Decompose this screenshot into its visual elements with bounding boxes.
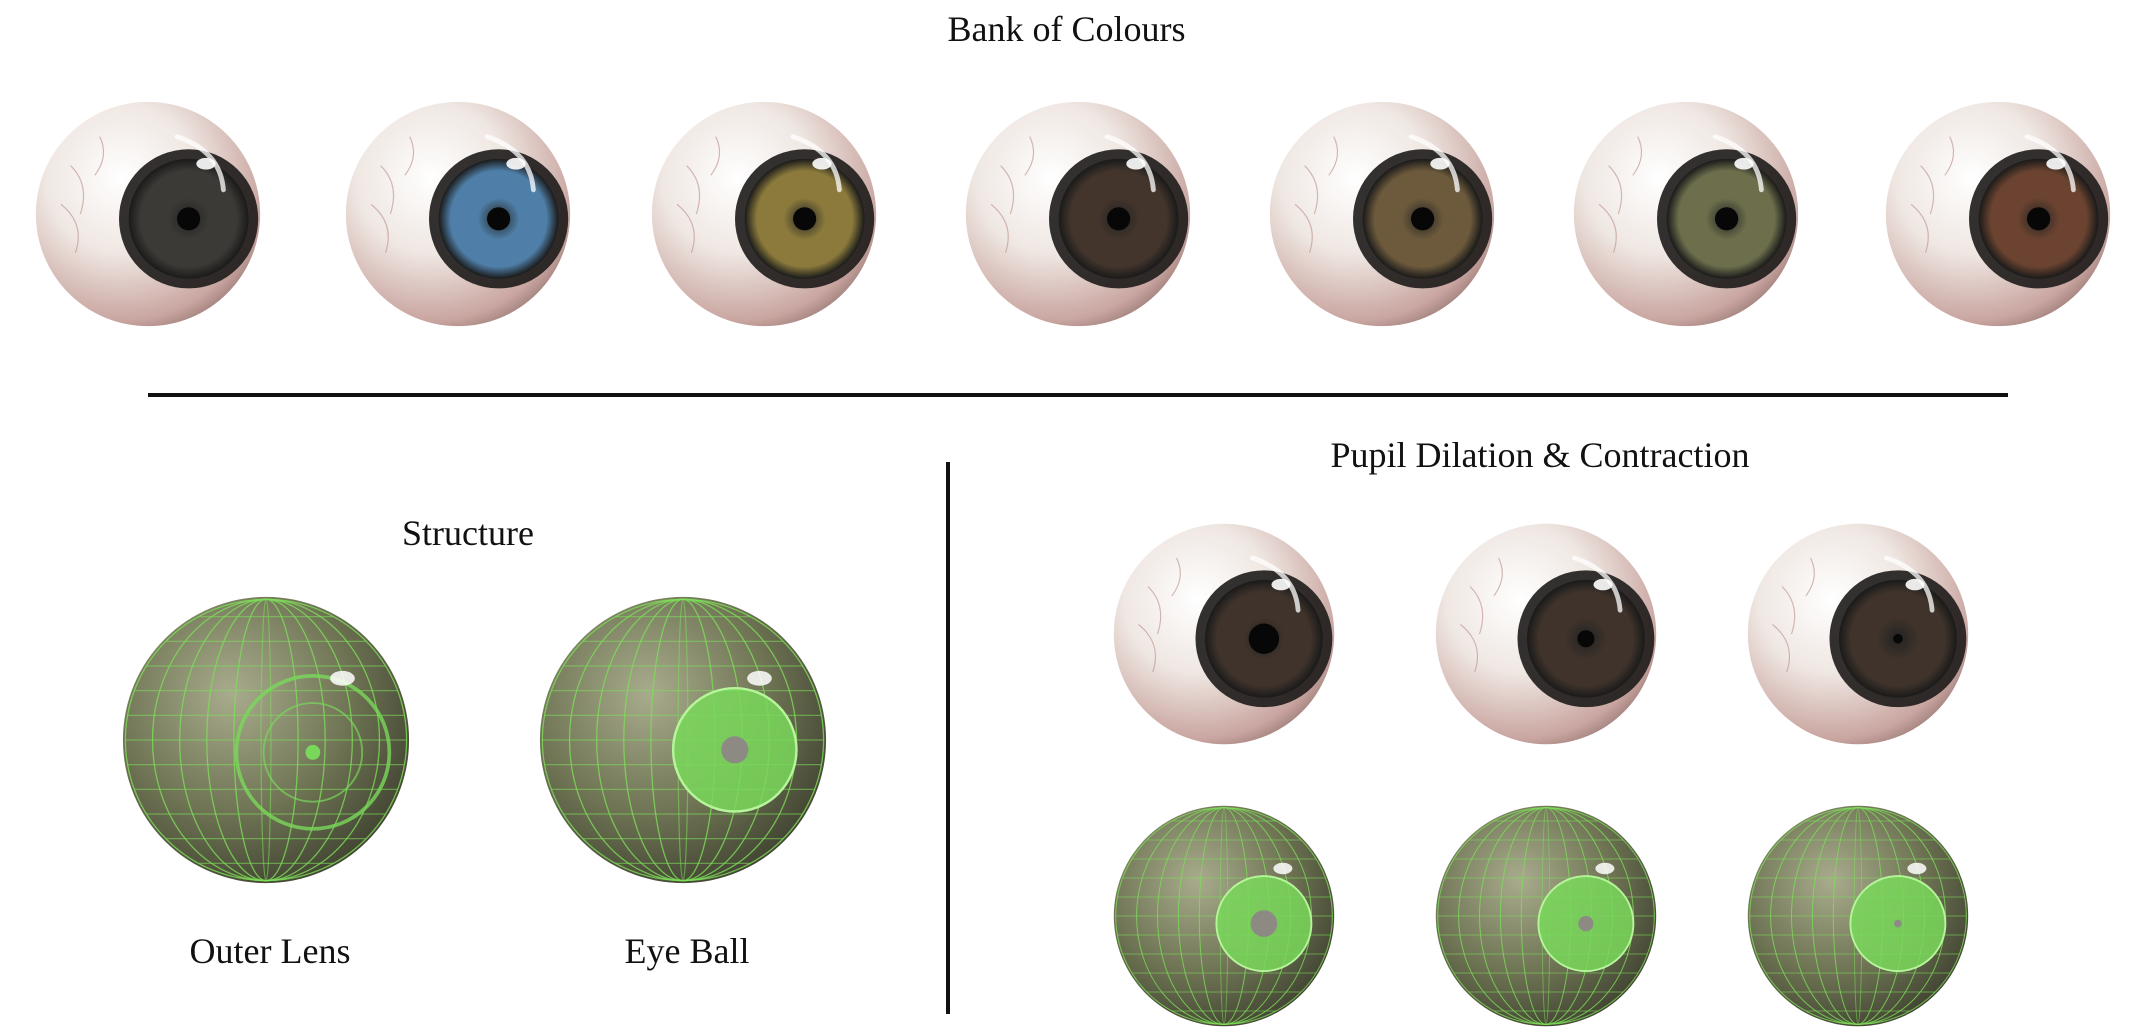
pupil-realistic-1 bbox=[1110, 520, 1338, 748]
vertical-divider bbox=[946, 462, 950, 1014]
pupil-wireframe-1 bbox=[1110, 802, 1338, 1030]
outer-lens-label: Outer Lens bbox=[189, 931, 351, 971]
eye-colour-4 bbox=[962, 98, 1194, 330]
pupil-realistic-3 bbox=[1744, 520, 1972, 748]
eye-colour-5 bbox=[1266, 98, 1498, 330]
eye-colour-1 bbox=[32, 98, 264, 330]
eye-ball-wireframe bbox=[535, 592, 831, 888]
pupil-wireframe-2 bbox=[1432, 802, 1660, 1030]
pupil-title: Pupil Dilation & Contraction bbox=[1330, 435, 1750, 475]
pupil-wireframe-3 bbox=[1744, 802, 1972, 1030]
pupil-realistic-2 bbox=[1432, 520, 1660, 748]
eye-colour-2 bbox=[342, 98, 574, 330]
eye-colour-3 bbox=[648, 98, 880, 330]
eye-colour-7 bbox=[1882, 98, 2114, 330]
outer-lens-wireframe bbox=[118, 592, 414, 888]
eye-colour-6 bbox=[1570, 98, 1802, 330]
bank-title: Bank of Colours bbox=[947, 9, 1186, 49]
eye-ball-label: Eye Ball bbox=[624, 931, 750, 971]
structure-title: Structure bbox=[402, 513, 534, 553]
horizontal-divider bbox=[148, 393, 2008, 397]
